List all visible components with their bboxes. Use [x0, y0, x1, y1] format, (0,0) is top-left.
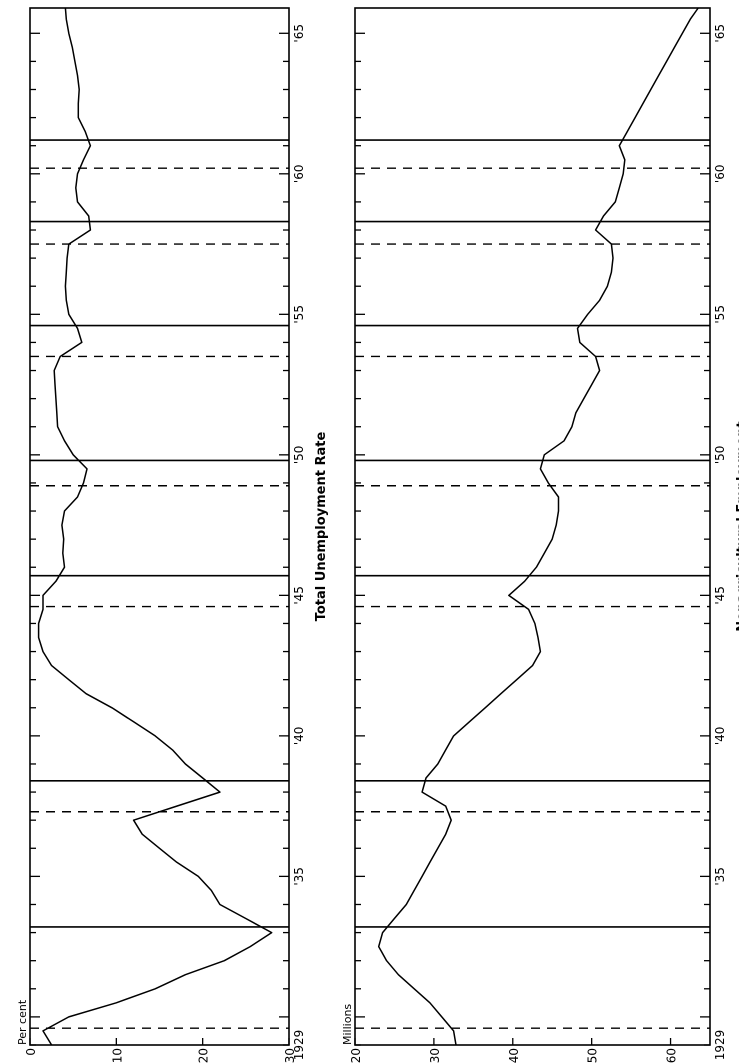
- series-line: [37, 7, 273, 1046]
- value-tick-label: 0: [24, 1048, 38, 1056]
- value-tick-label: 50: [586, 1048, 600, 1063]
- year-tick-label: 1929: [713, 1030, 727, 1061]
- value-tick-label: 20: [349, 1048, 363, 1063]
- year-tick-label: '60: [713, 165, 727, 184]
- year-tick-label: '50: [713, 446, 727, 465]
- chart-title: Nonagricultural Employment: [735, 421, 739, 632]
- plot-frame: [29, 7, 290, 1046]
- plot-frame: [354, 7, 711, 1046]
- year-tick-label: '55: [292, 305, 306, 324]
- year-tick-label: '65: [292, 24, 306, 43]
- chart-title: Total Unemployment Rate: [314, 432, 329, 622]
- year-tick-label: '65: [713, 24, 727, 43]
- value-tick-label: 60: [665, 1048, 679, 1063]
- unit-label: Per cent: [16, 999, 29, 1045]
- value-tick-label: 30: [283, 1048, 297, 1063]
- chart-1: 20 30 40 50 60 1929 '35 '40 '45 '50 '55 '60 '65 Nonag…: [341, 7, 739, 1063]
- value-tick-label: 10: [110, 1048, 124, 1063]
- year-tick-label: '40: [292, 727, 306, 746]
- year-tick-label: '35: [713, 867, 727, 886]
- value-tick-label: 30: [428, 1048, 442, 1063]
- value-tick-label: 20: [197, 1048, 211, 1063]
- value-tick-label: 40: [507, 1048, 521, 1063]
- year-tick-label: '45: [292, 586, 306, 605]
- year-tick-label: '50: [292, 446, 306, 465]
- year-tick-label: '40: [713, 727, 727, 746]
- year-tick-label: 1929: [292, 1030, 306, 1061]
- series-line: [377, 7, 699, 1046]
- year-tick-label: '35: [292, 867, 306, 886]
- year-tick-label: '55: [713, 305, 727, 324]
- year-tick-label: '45: [713, 586, 727, 605]
- year-tick-label: '60: [292, 165, 306, 184]
- unit-label: Millions: [341, 1004, 354, 1045]
